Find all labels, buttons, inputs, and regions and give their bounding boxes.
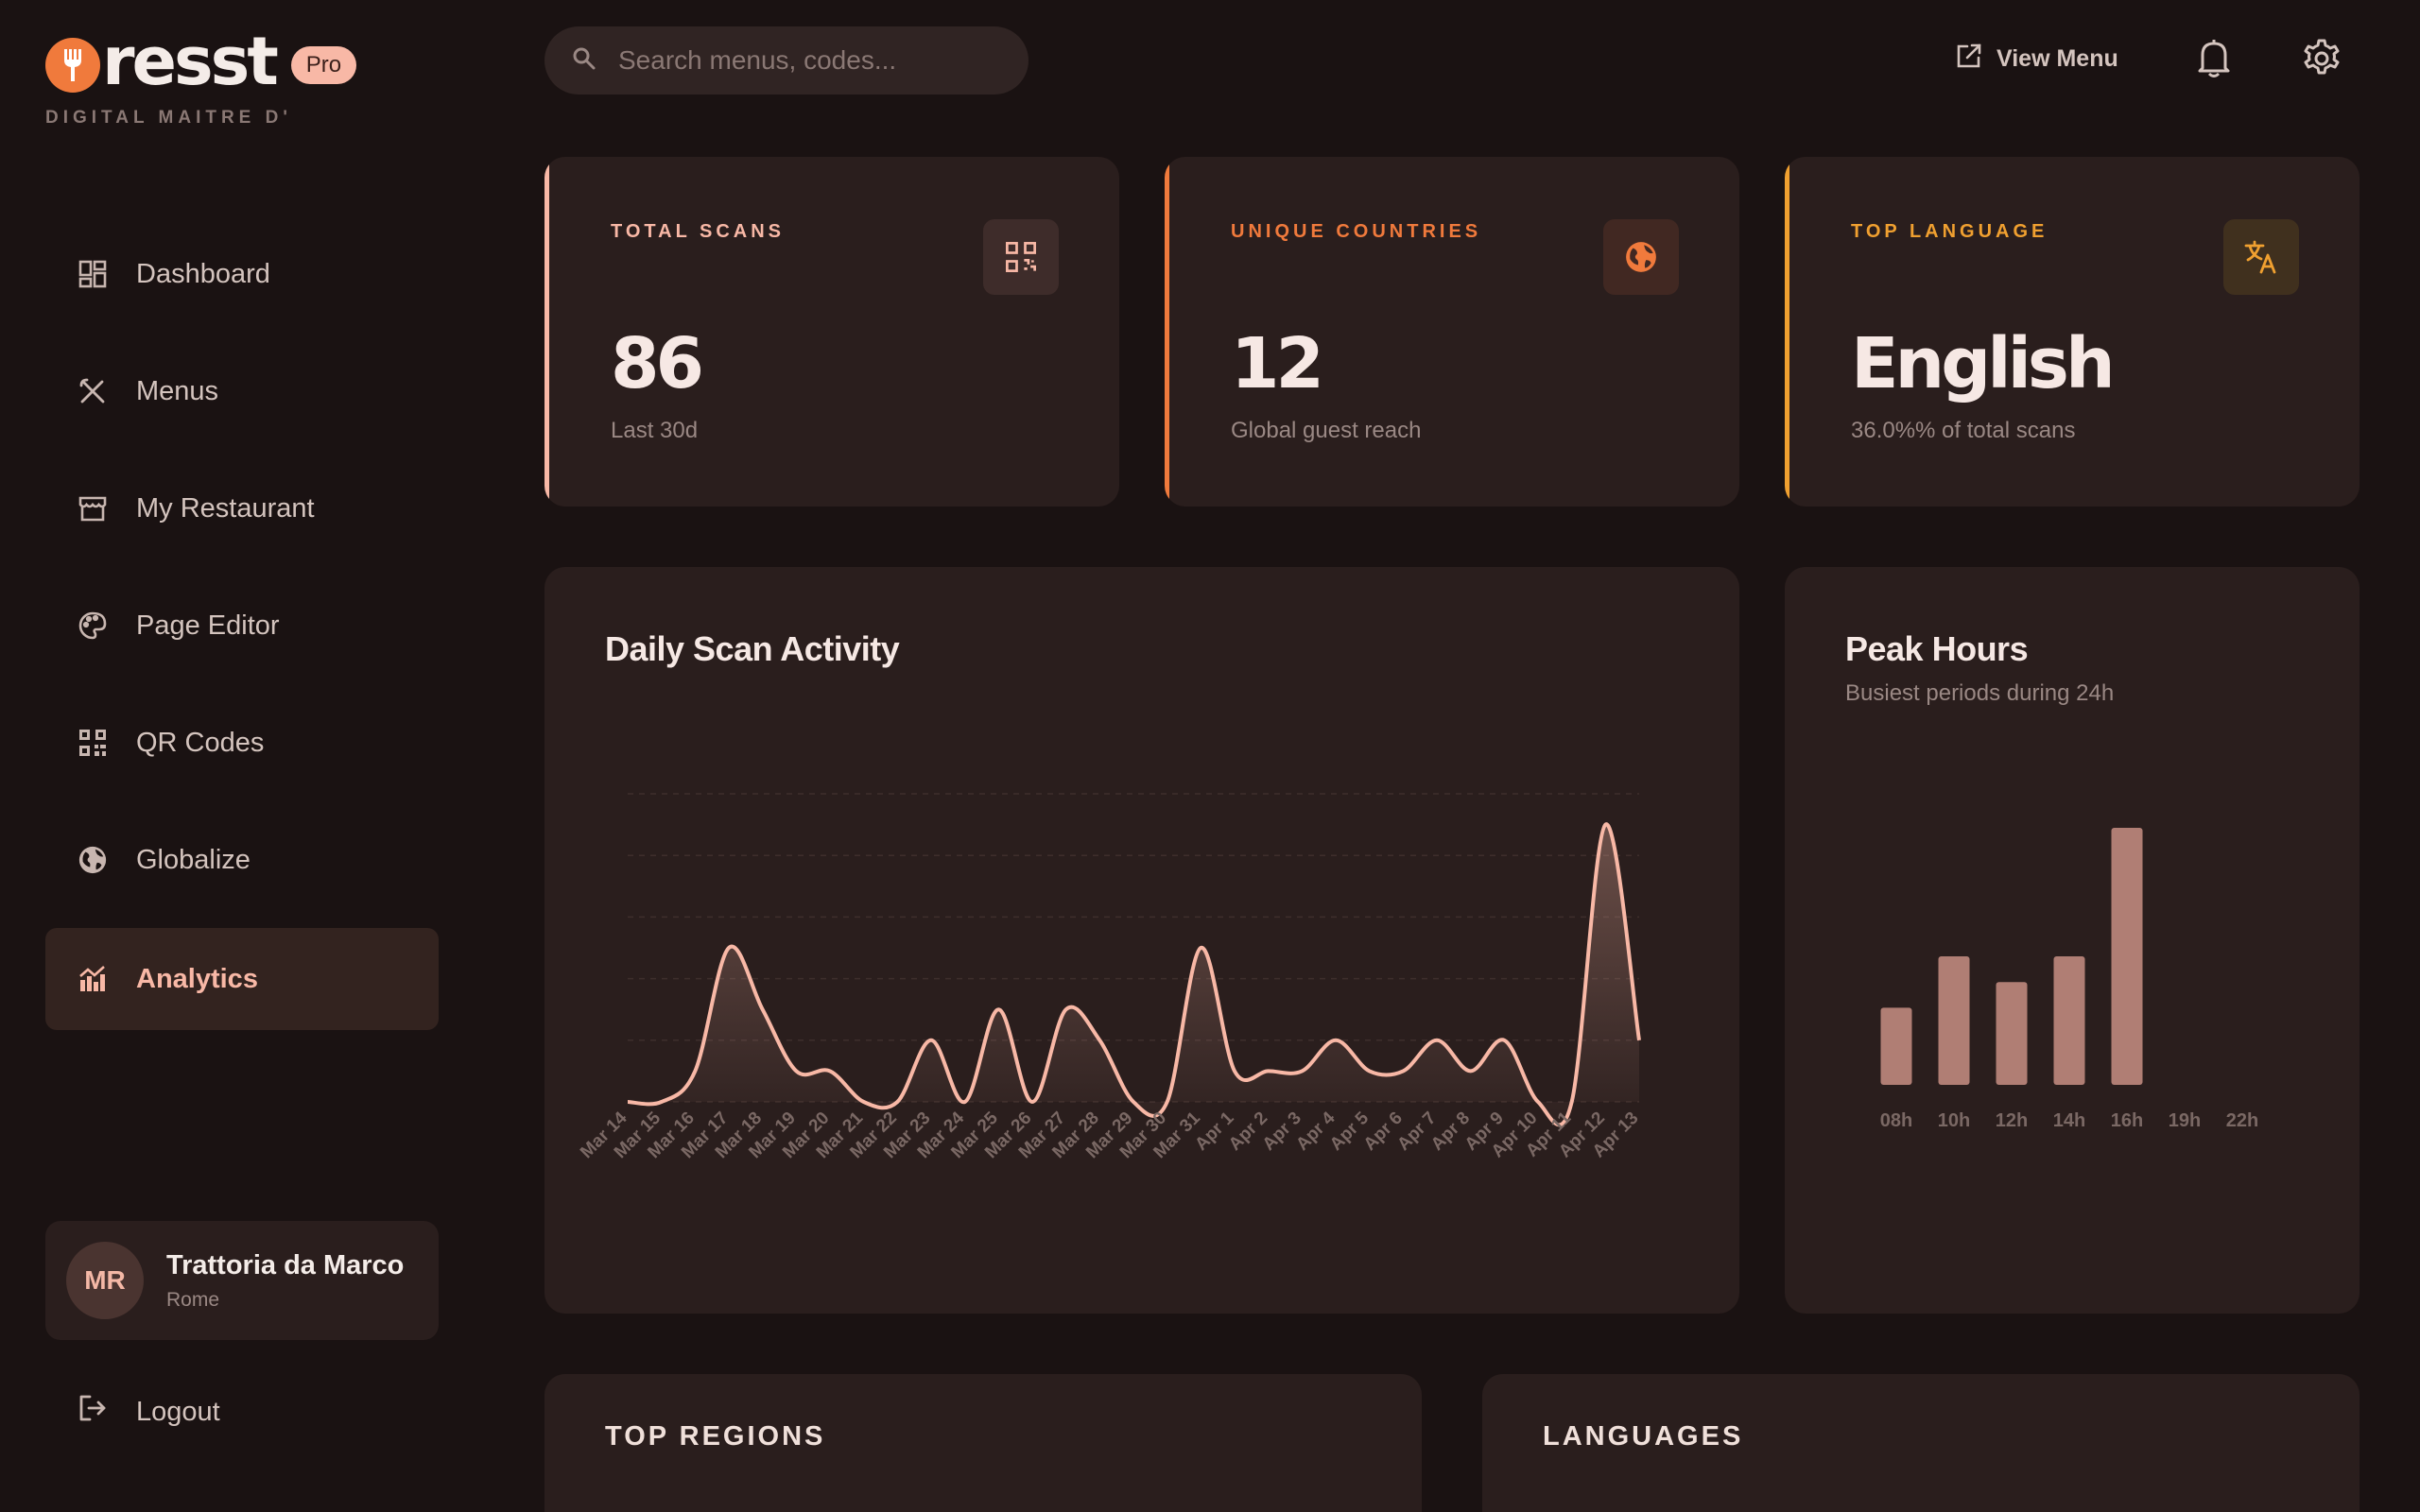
peak-bar (2111, 828, 2143, 1085)
peak-hours-panel: Peak Hours Busiest periods during 24h 08… (1785, 567, 2360, 1314)
sidebar: resst Pro DIGITAL MAITRE D' Dashboard Me… (0, 0, 482, 1512)
peak-bar (2053, 956, 2085, 1085)
x-tick-label: 19h (2169, 1110, 2201, 1131)
stat-sub: Last 30d (611, 418, 699, 443)
logout-button[interactable]: Logout (78, 1393, 220, 1431)
gear-icon (2301, 39, 2342, 83)
top-regions-panel: TOP REGIONS (544, 1374, 1422, 1512)
search-input[interactable] (618, 45, 996, 76)
sidebar-item-page-editor[interactable]: Page Editor (45, 575, 439, 677)
stat-label: TOTAL SCANS (611, 221, 786, 242)
qr-code-icon (983, 219, 1059, 295)
sidebar-item-globalize[interactable]: Globalize (45, 809, 439, 911)
panel-title: Peak Hours (1845, 629, 2029, 668)
profile-name: Trattoria da Marco (166, 1249, 405, 1280)
sidebar-item-label: Menus (136, 375, 219, 406)
sidebar-item-my-restaurant[interactable]: My Restaurant (45, 457, 439, 559)
stat-card-total-scans: TOTAL SCANS 86 Last 30d (544, 157, 1119, 507)
stat-card-top-language: TOP LANGUAGE English 36.0%% of total sca… (1785, 157, 2360, 507)
scan-line (627, 822, 1641, 1127)
brand-logo[interactable]: resst Pro (45, 28, 357, 94)
bell-icon (2195, 40, 2233, 83)
palette-icon (78, 610, 108, 641)
view-menu-button[interactable]: View Menu (1955, 42, 2118, 77)
logout-icon (78, 1393, 108, 1431)
fork-logo-icon (45, 38, 100, 93)
stat-value: English (1851, 323, 2116, 404)
panel-subtitle: Busiest periods during 24h (1845, 680, 2115, 706)
sidebar-item-label: My Restaurant (136, 492, 315, 524)
stat-value: 12 (1231, 323, 1324, 404)
x-tick-label: 16h (2111, 1110, 2143, 1131)
notifications-button[interactable] (2195, 38, 2233, 84)
stat-sub: Global guest reach (1231, 418, 1422, 443)
translate-icon (2223, 219, 2299, 295)
profile-city: Rome (166, 1288, 220, 1311)
peak-bar (1996, 982, 2028, 1085)
peak-bar (1938, 956, 1970, 1085)
sidebar-item-label: QR Codes (136, 727, 265, 758)
peak-bar (1880, 1007, 1912, 1085)
view-menu-label: View Menu (1996, 45, 2118, 72)
card-accent (1165, 157, 1169, 507)
globe-icon (1603, 219, 1679, 295)
search-bar[interactable] (544, 26, 1028, 94)
sidebar-item-qr-codes[interactable]: QR Codes (45, 692, 439, 794)
stat-card-unique-countries: UNIQUE COUNTRIES 12 Global guest reach (1165, 157, 1739, 507)
x-tick-label: 22h (2226, 1110, 2258, 1131)
storefront-icon (78, 493, 108, 524)
stat-sub: 36.0%% of total scans (1851, 418, 2076, 443)
x-tick-label: 14h (2053, 1110, 2085, 1131)
card-accent (544, 157, 549, 507)
x-tick-label: 10h (1938, 1110, 1970, 1131)
daily-scan-panel: Daily Scan Activity Mar 14 Mar 15 Mar 16 Ma… (544, 567, 1739, 1314)
section-title: LANGUAGES (1543, 1421, 1744, 1452)
globe-icon (78, 845, 108, 875)
external-link-icon (1955, 42, 1983, 77)
sidebar-item-label: Analytics (136, 963, 258, 994)
search-icon (571, 45, 597, 77)
qr-code-icon (78, 728, 108, 758)
stat-value: 86 (611, 323, 704, 404)
dashboard-icon (78, 259, 108, 289)
pro-badge: Pro (290, 46, 357, 84)
logout-label: Logout (136, 1396, 220, 1427)
sidebar-item-analytics[interactable]: Analytics (45, 928, 439, 1030)
card-accent (1785, 157, 1789, 507)
analytics-icon (78, 964, 108, 994)
brand-tagline: DIGITAL MAITRE D' (45, 108, 292, 128)
utensils-icon (78, 376, 108, 406)
sidebar-item-menus[interactable]: Menus (45, 340, 439, 442)
x-tick-label: 12h (1996, 1110, 2028, 1131)
sidebar-item-dashboard[interactable]: Dashboard (45, 223, 439, 325)
brand-name: resst (102, 23, 279, 100)
settings-button[interactable] (2301, 38, 2342, 84)
sidebar-item-label: Dashboard (136, 258, 270, 289)
scan-area-fill (628, 824, 1639, 1125)
stat-label: UNIQUE COUNTRIES (1231, 221, 1482, 242)
section-title: TOP REGIONS (605, 1421, 826, 1452)
sidebar-item-label: Page Editor (136, 610, 280, 641)
avatar: MR (66, 1242, 144, 1319)
x-tick-label: 08h (1880, 1110, 1912, 1131)
restaurant-profile[interactable]: MR Trattoria da Marco Rome (45, 1221, 439, 1340)
panel-title: Daily Scan Activity (605, 629, 900, 668)
peak-hours-chart: 08h 10h 12h 14h 16h 19h 22h (1880, 828, 2258, 1131)
languages-panel: LANGUAGES (1482, 1374, 2360, 1512)
stat-label: TOP LANGUAGE (1851, 221, 2048, 242)
sidebar-item-label: Globalize (136, 844, 251, 875)
